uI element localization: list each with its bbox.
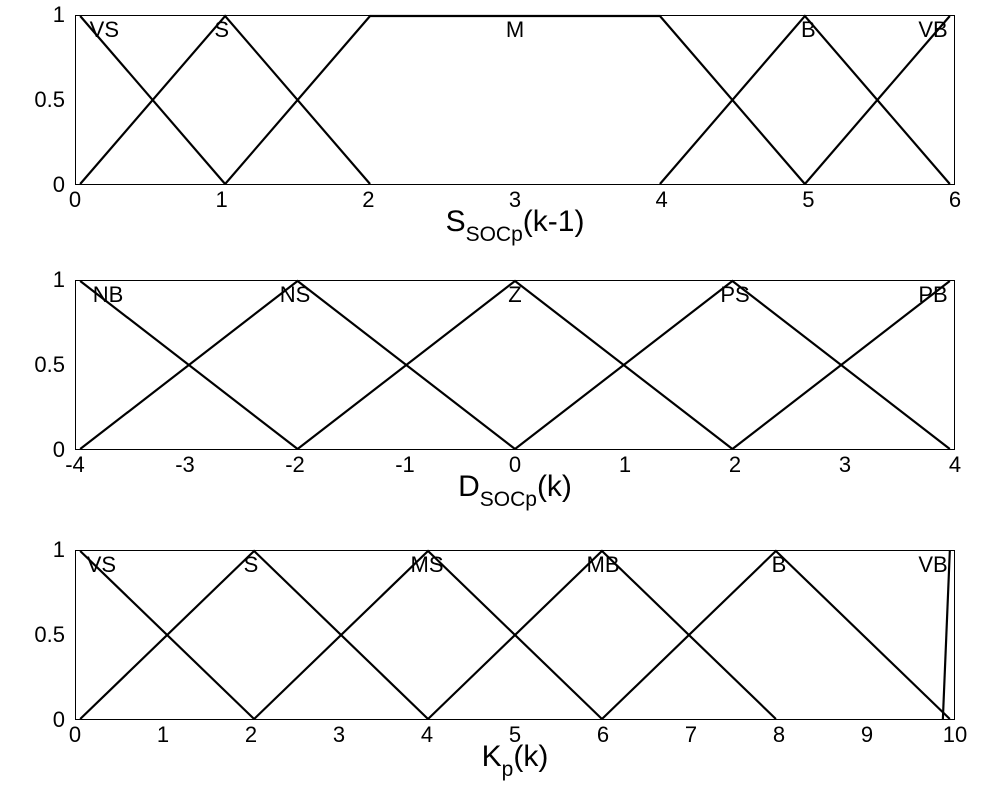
xtick-label: 9: [861, 722, 873, 748]
mf-label-ns: NS: [280, 282, 311, 308]
xtick-label: 2: [362, 187, 374, 213]
xtick-label: 7: [685, 722, 697, 748]
mf-label-nb: NB: [93, 282, 124, 308]
ytick-label: 1: [0, 267, 65, 293]
mf-label-m: M: [506, 17, 524, 43]
xtick-label: 3: [839, 452, 851, 478]
xtick-label: 6: [597, 722, 609, 748]
mf-label-mb: MB: [587, 552, 620, 578]
mf-label-ms: MS: [411, 552, 444, 578]
plot-box: [75, 550, 955, 720]
ytick-label: 0: [0, 707, 65, 733]
ytick-label: 1: [0, 2, 65, 28]
xaxis-label-tail: (k-1): [523, 205, 585, 238]
xaxis-label-sub: SOCp: [480, 488, 537, 511]
xtick-label: 4: [949, 452, 961, 478]
xtick-label: -3: [175, 452, 195, 478]
xaxis-label-tail: (k): [513, 740, 548, 773]
xtick-label: 1: [216, 187, 228, 213]
chart-panel-p3: [75, 550, 955, 720]
xtick-label: 1: [157, 722, 169, 748]
xtick-label: -2: [285, 452, 305, 478]
xaxis-label-main: S: [446, 205, 466, 238]
mf-label-ps: PS: [720, 282, 749, 308]
xaxis-label-tail: (k): [537, 470, 572, 503]
xaxis-label: Kp(k): [482, 740, 549, 779]
mf-label-b: B: [801, 17, 816, 43]
xtick-label: 10: [943, 722, 967, 748]
ytick-label: 1: [0, 537, 65, 563]
xtick-label: 3: [333, 722, 345, 748]
mf-label-z: Z: [508, 282, 521, 308]
ytick-label: 0: [0, 437, 65, 463]
mf-label-vs: VS: [90, 17, 119, 43]
ytick-label: 0.5: [0, 352, 65, 378]
xaxis-label: SSOCp(k-1): [446, 205, 585, 244]
xtick-label: 0: [69, 187, 81, 213]
ytick-label: 0.5: [0, 622, 65, 648]
ytick-label: 0: [0, 172, 65, 198]
xaxis-label-sub: p: [502, 758, 514, 781]
xtick-label: 4: [421, 722, 433, 748]
xtick-label: -1: [395, 452, 415, 478]
mf-label-s: S: [214, 17, 229, 43]
mf-label-vb: VB: [918, 17, 947, 43]
xaxis-label-sub: SOCp: [466, 223, 523, 246]
xtick-label: 6: [949, 187, 961, 213]
mf-label-vb: VB: [918, 552, 947, 578]
mf-label-pb: PB: [918, 282, 947, 308]
mf-label-s: S: [244, 552, 259, 578]
xtick-label: -4: [65, 452, 85, 478]
xtick-label: 5: [802, 187, 814, 213]
xtick-label: 4: [656, 187, 668, 213]
mf-label-vs: VS: [87, 552, 116, 578]
mf-label-b: B: [772, 552, 787, 578]
xtick-label: 2: [729, 452, 741, 478]
xtick-label: 0: [69, 722, 81, 748]
xtick-label: 1: [619, 452, 631, 478]
ytick-label: 0.5: [0, 87, 65, 113]
xaxis-label-main: D: [458, 470, 480, 503]
xaxis-label-main: K: [482, 740, 502, 773]
xtick-label: 2: [245, 722, 257, 748]
plot-lines: [76, 551, 954, 719]
xtick-label: 8: [773, 722, 785, 748]
xaxis-label: DSOCp(k): [458, 470, 572, 509]
